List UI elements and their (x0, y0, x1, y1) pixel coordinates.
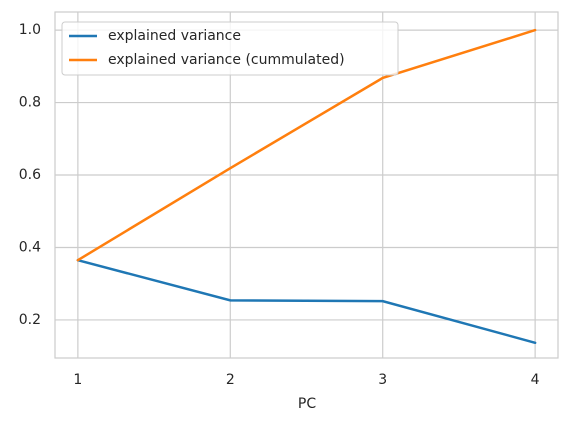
y-tick-label: 0.6 (19, 167, 41, 183)
legend-label: explained variance (cummulated) (108, 52, 345, 68)
x-tick-label: 3 (378, 372, 387, 388)
x-tick-label: 1 (73, 372, 82, 388)
plot-frame (54, 11, 559, 359)
x-axis-label: PC (298, 396, 316, 412)
line-series (76, 28, 537, 262)
line-series (76, 258, 537, 345)
y-tick-label: 1.0 (19, 22, 41, 38)
legend-label: explained variance (108, 28, 241, 44)
x-tick-label: 4 (531, 372, 540, 388)
x-tick-label: 2 (226, 372, 235, 388)
y-tick-label: 0.2 (19, 312, 41, 328)
legend-box (61, 21, 399, 76)
y-tick-label: 0.4 (19, 239, 41, 255)
y-tick-label: 0.8 (19, 95, 41, 111)
